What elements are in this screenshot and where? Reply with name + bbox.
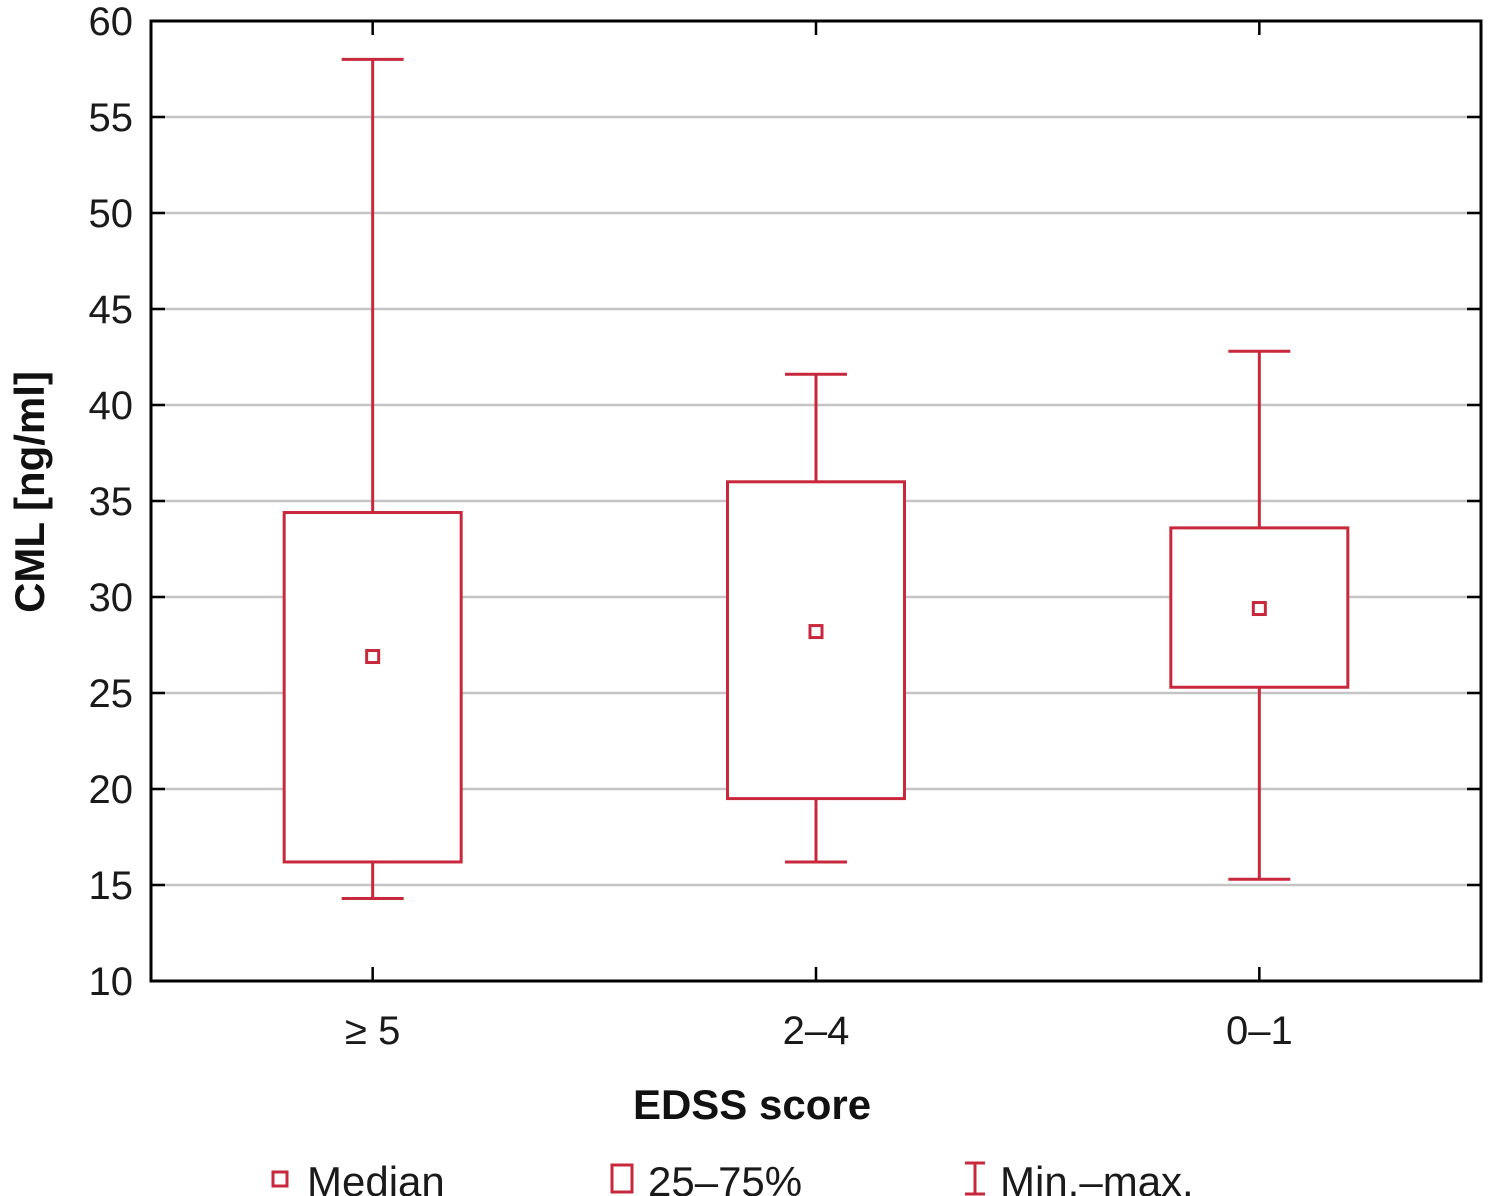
legend-iqr-label: 25–75% [648, 1158, 802, 1196]
y-tick-label: 50 [89, 192, 134, 236]
x-axis-title: EDSS score [633, 1081, 871, 1128]
y-tick-label: 45 [89, 288, 134, 332]
x-axis: ≥ 5 2–4 0–1 [345, 21, 1293, 1053]
box-group [726, 372, 906, 864]
y-tick-label: 25 [89, 672, 134, 716]
y-tick-label: 20 [89, 768, 134, 812]
x-tick-label: 0–1 [1226, 1009, 1293, 1053]
y-tick-label: 10 [89, 960, 134, 1004]
y-axis: 10 15 20 25 30 35 40 45 50 55 60 [89, 0, 1481, 1004]
median-marker [1251, 601, 1267, 617]
legend-iqr-icon [610, 1163, 634, 1194]
y-tick-label: 60 [89, 0, 134, 44]
y-tick-label: 55 [89, 96, 134, 140]
y-tick-label: 30 [89, 576, 134, 620]
box-group [282, 57, 463, 900]
median-marker [365, 649, 381, 665]
legend-median-label: Median [307, 1158, 445, 1196]
y-tick-label: 40 [89, 384, 134, 428]
iqr-box [282, 511, 463, 864]
legend-range-label: Min.–max. [1000, 1158, 1194, 1196]
iqr-box [726, 480, 906, 801]
x-tick-label: 2–4 [783, 1009, 850, 1053]
x-tick-label: ≥ 5 [345, 1009, 400, 1053]
legend: Median 25–75% Min.–max. [271, 1158, 1194, 1196]
y-tick-label: 15 [89, 864, 134, 908]
median-marker [808, 624, 824, 640]
y-axis-title: CML [ng/ml] [6, 371, 53, 613]
y-tick-label: 35 [89, 480, 134, 524]
legend-median-icon [271, 1170, 289, 1188]
box-plot-marks [282, 57, 1350, 900]
box-group [1169, 349, 1350, 881]
